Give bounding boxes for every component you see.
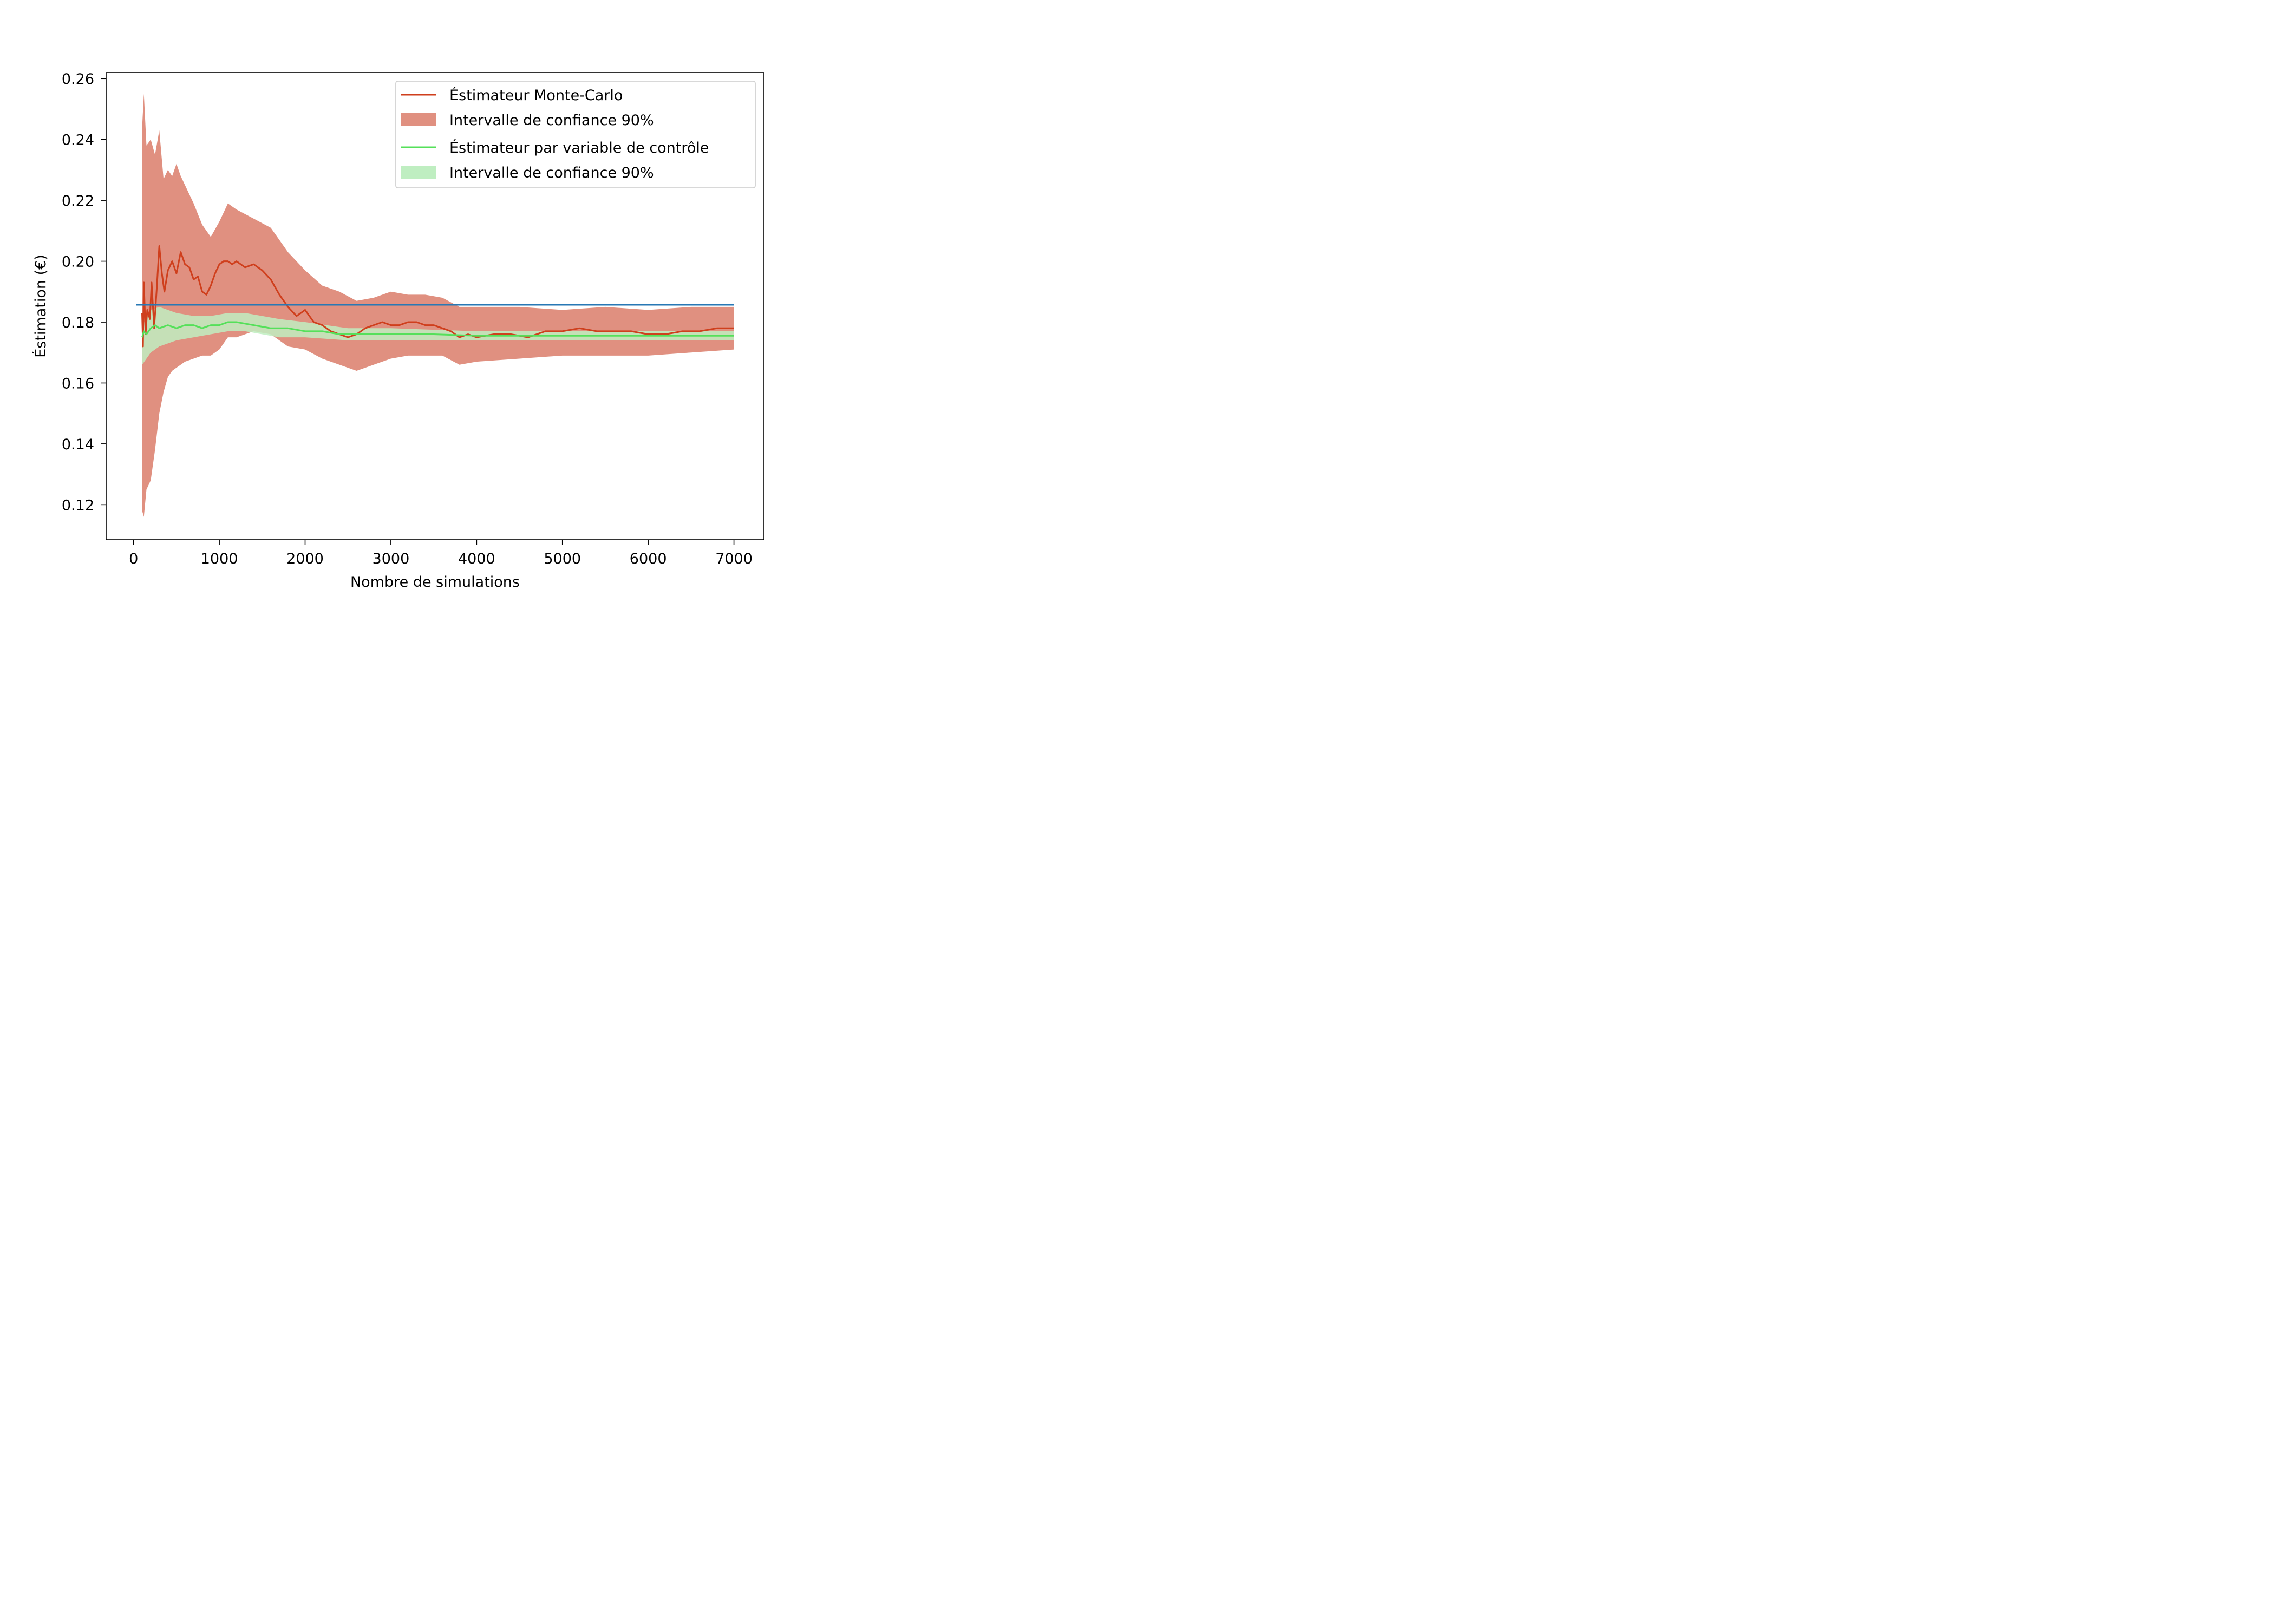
y-tick-label: 0.14 [62,436,94,453]
x-tick-label: 2000 [286,551,324,567]
legend-label: Éstimateur par variable de contrôle [449,139,709,156]
legend-swatch-band [401,166,436,179]
x-axis-title: Nombre de simulations [350,574,520,591]
y-tick-label: 0.22 [62,193,94,209]
legend-box [395,81,756,188]
series-line-2 [141,321,734,338]
plot-area [136,94,734,517]
x-tick-label: 7000 [715,551,753,567]
plot-frame [106,72,764,540]
legend-label: Intervalle de confiance 90% [449,165,654,181]
legend: Éstimateur Monte-Carlo Intervalle de conf… [395,81,756,188]
x-tick-label: 6000 [630,551,667,567]
y-tick-label: 0.12 [62,497,94,514]
legend-swatch-band [401,113,436,126]
legend-label: Éstimateur Monte-Carlo [449,87,623,104]
x-tick-label: 5000 [544,551,581,567]
x-tick-label: 4000 [458,551,495,567]
legend-label: Intervalle de confiance 90% [449,112,654,129]
y-tick-label: 0.16 [62,375,94,392]
series-band-3 [142,306,734,365]
x-tick-label: 0 [129,551,138,567]
y-tick-label: 0.20 [62,254,94,271]
y-tick-label: 0.24 [62,132,94,149]
x-tick-label: 3000 [373,551,410,567]
y-axis-title: Éstimation (€) [32,254,49,358]
y-tick-label: 0.26 [62,71,94,88]
chart: 0 1000 2000 3000 4000 5000 6000 7000 0.12 0.14 0.1… [0,0,845,603]
x-tick-label: 1000 [201,551,238,567]
axes: 0 1000 2000 3000 4000 5000 6000 7000 0.12 0.14 0.1… [62,71,764,567]
y-tick-label: 0.18 [62,315,94,331]
